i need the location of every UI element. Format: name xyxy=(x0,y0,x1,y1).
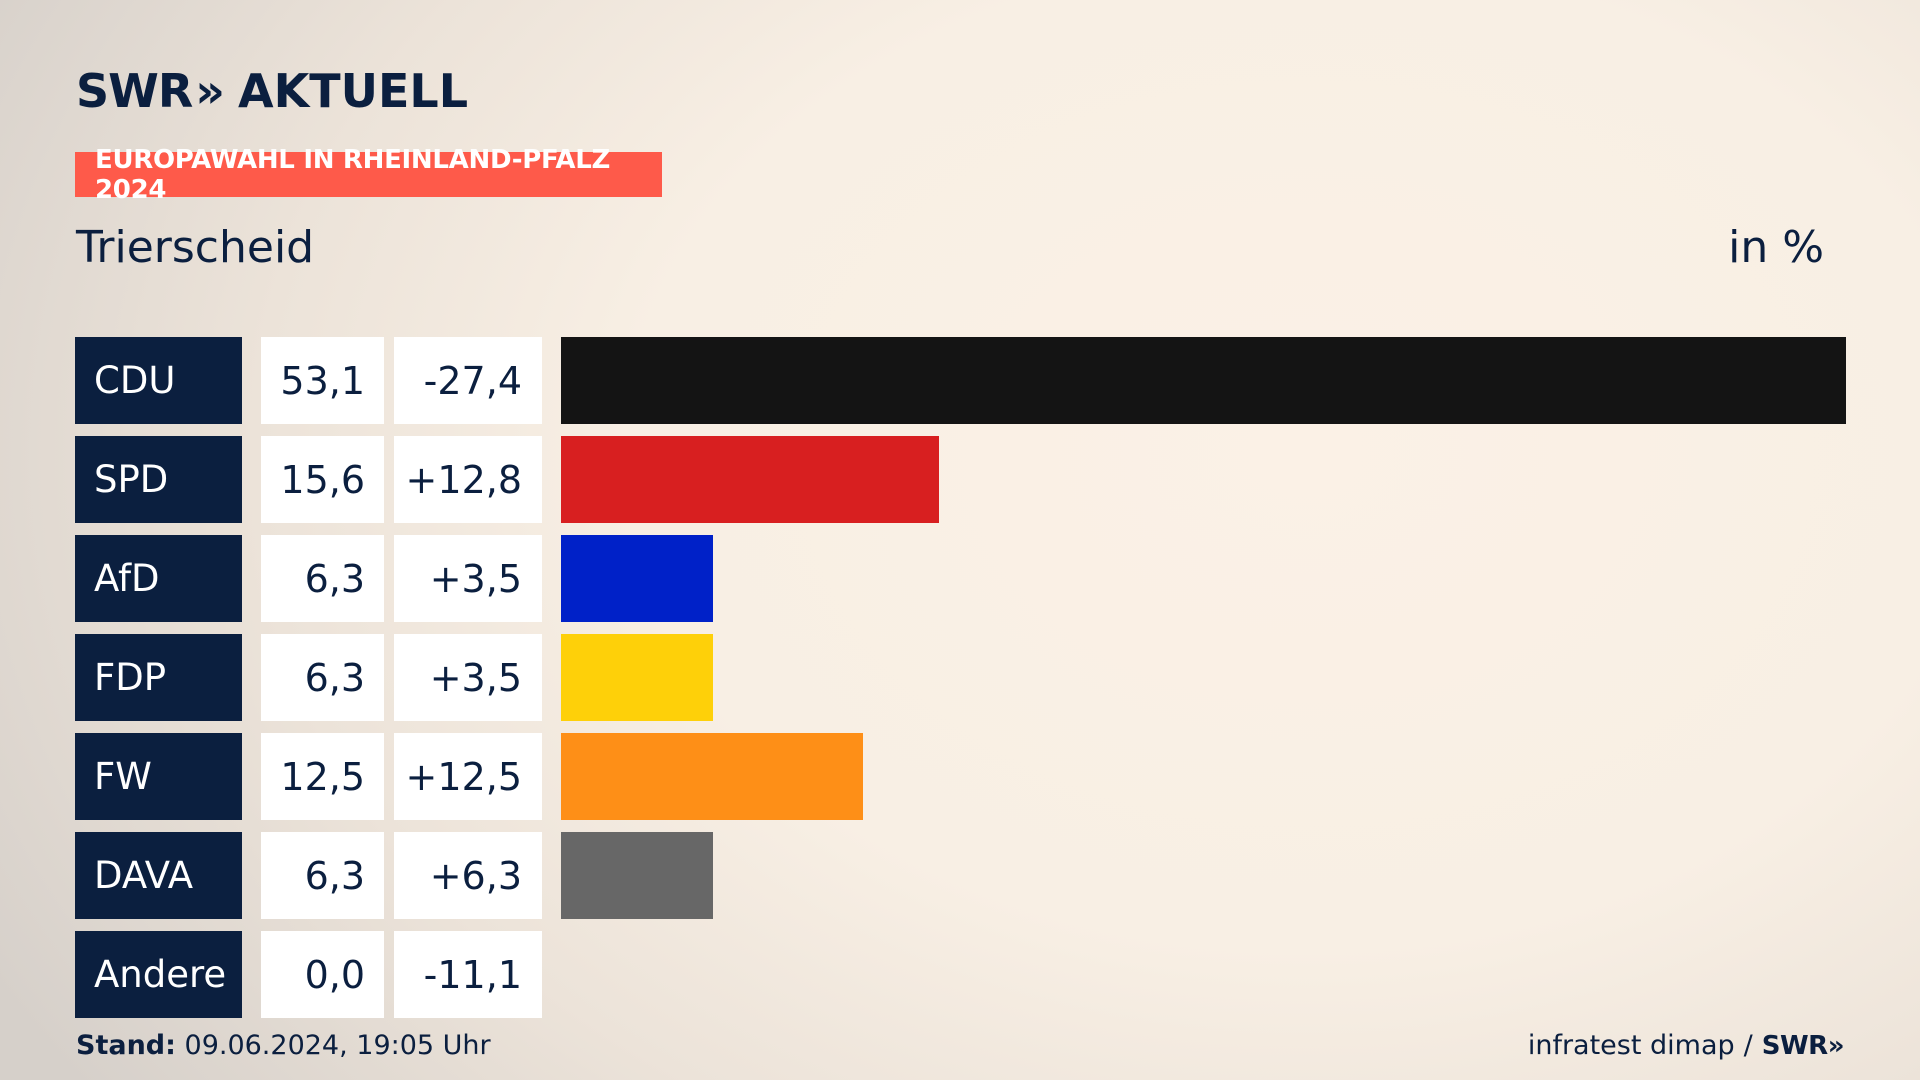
vote-share-label: 53,1 xyxy=(261,337,384,424)
stand-value: 09.06.2024, 19:05 Uhr xyxy=(184,1030,491,1061)
change-label: -27,4 xyxy=(394,337,542,424)
result-bar xyxy=(561,535,713,622)
party-label: FDP xyxy=(75,634,242,721)
party-label: SPD xyxy=(75,436,242,523)
party-label: AfD xyxy=(75,535,242,622)
unit-label: in % xyxy=(1728,222,1824,273)
vote-share-label: 6,3 xyxy=(261,535,384,622)
logo-brand: SWR xyxy=(76,64,193,118)
source-credit: infratest dimap / SWR» xyxy=(1527,1030,1845,1061)
party-label: FW xyxy=(75,733,242,820)
change-label: +12,5 xyxy=(394,733,542,820)
source-separator: / xyxy=(1743,1030,1753,1061)
swr-aktuell-logo: SWR » AKTUELL xyxy=(76,66,468,116)
vote-share-label: 12,5 xyxy=(261,733,384,820)
logo-chevron-icon: » xyxy=(195,64,225,118)
change-label: -11,1 xyxy=(394,931,542,1018)
result-bar xyxy=(561,832,713,919)
vote-share-label: 0,0 xyxy=(261,931,384,1018)
result-bar xyxy=(561,733,863,820)
result-bar xyxy=(561,436,939,523)
party-label: DAVA xyxy=(75,832,242,919)
stand-label: Stand: xyxy=(76,1030,176,1061)
region-title: Trierscheid xyxy=(76,222,315,273)
vote-share-label: 6,3 xyxy=(261,634,384,721)
change-label: +12,8 xyxy=(394,436,542,523)
election-tag: EUROPAWAHL IN RHEINLAND-PFALZ 2024 xyxy=(75,145,662,205)
change-label: +6,3 xyxy=(394,832,542,919)
vote-share-label: 15,6 xyxy=(261,436,384,523)
timestamp: Stand: 09.06.2024, 19:05 Uhr xyxy=(76,1030,491,1061)
change-label: +3,5 xyxy=(394,535,542,622)
result-bar xyxy=(561,634,713,721)
vote-share-label: 6,3 xyxy=(261,832,384,919)
source-name: infratest dimap xyxy=(1527,1030,1735,1061)
result-bar xyxy=(561,337,1846,424)
change-label: +3,5 xyxy=(394,634,542,721)
logo-title: AKTUELL xyxy=(238,64,469,118)
swr-small-logo: SWR» xyxy=(1761,1030,1845,1061)
party-label: Andere xyxy=(75,931,242,1018)
party-label: CDU xyxy=(75,337,242,424)
